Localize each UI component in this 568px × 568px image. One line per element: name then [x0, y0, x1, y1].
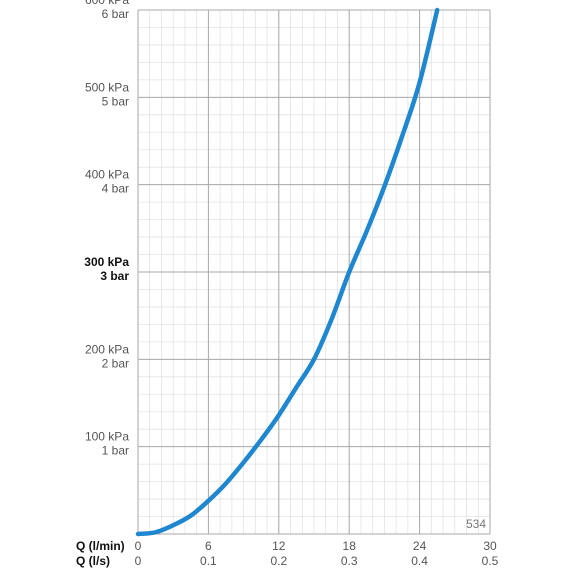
y-tick-label-kpa: 400 kPa	[85, 168, 129, 182]
x-tick-label-secondary: 0.1	[200, 554, 217, 568]
y-tick-label-bar: 2 bar	[102, 356, 129, 370]
x-tick-label-primary: 0	[135, 539, 142, 553]
y-tick-label-kpa: 300 kPa	[84, 255, 129, 269]
y-tick-label-bar: 1 bar	[102, 444, 129, 458]
x-axis-primary-name: Q (l/min)	[76, 539, 125, 553]
x-tick-label-secondary: 0.4	[411, 554, 428, 568]
x-axis-secondary-name: Q (l/s)	[76, 554, 110, 568]
series-group	[135, 7, 440, 537]
x-tick-label-primary: 24	[413, 539, 427, 553]
y-tick-label-bar: 4 bar	[102, 182, 129, 196]
series-line	[135, 7, 440, 537]
major-gridlines	[137, 9, 491, 535]
y-tick-label-kpa: 200 kPa	[85, 342, 129, 356]
x-tick-label-primary: 6	[205, 539, 212, 553]
x-tick-label-secondary: 0	[135, 554, 142, 568]
y-tick-label-bar: 3 bar	[100, 269, 129, 283]
x-tick-label-secondary: 0.5	[482, 554, 499, 568]
x-tick-label-secondary: 0.2	[270, 554, 287, 568]
x-tick-label-primary: 18	[343, 539, 357, 553]
x-tick-label-primary: 30	[483, 539, 497, 553]
chart-code-label: 534	[466, 517, 486, 531]
x-axis-tick-labels: 00 60.1 120.2 180.3 240.4 300.5	[135, 539, 499, 568]
y-tick-label-bar: 5 bar	[102, 94, 129, 108]
y-tick-label-bar: 6 bar	[102, 7, 129, 21]
y-tick-label-kpa: 100 kPa	[85, 430, 129, 444]
x-tick-label-secondary: 0.3	[341, 554, 358, 568]
x-tick-label-primary: 12	[272, 539, 286, 553]
y-tick-label-kpa: 500 kPa	[85, 80, 129, 94]
y-tick-label-kpa: 600 kPa	[85, 0, 129, 7]
